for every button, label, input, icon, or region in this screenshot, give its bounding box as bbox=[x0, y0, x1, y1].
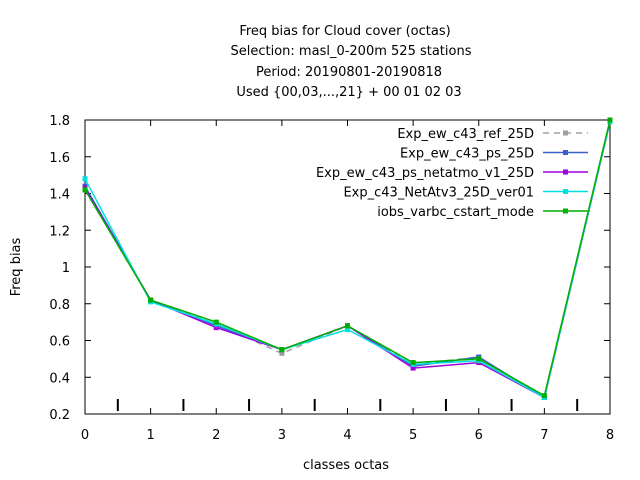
title-line-4: Used {00,03,...,21} + 00 01 02 03 bbox=[236, 85, 461, 100]
plot-frame bbox=[84, 119, 611, 415]
title-line-2: Selection: masl_0-200m 525 stations bbox=[231, 44, 472, 59]
legend-swatch-marker bbox=[563, 150, 568, 155]
y-tick-label: 0.4 bbox=[49, 371, 70, 386]
legend-item: iobs_varbc_cstart_mode bbox=[377, 205, 588, 220]
legend-label: iobs_varbc_cstart_mode bbox=[377, 205, 534, 220]
legend-item: Exp_ew_c43_ps_25D bbox=[400, 147, 588, 162]
y-tick-label: 0.2 bbox=[49, 408, 70, 423]
series-line bbox=[84, 121, 611, 399]
y-tick-label: 1.2 bbox=[49, 224, 70, 239]
data-point bbox=[410, 365, 416, 371]
y-tick-label: 1.8 bbox=[49, 114, 70, 129]
legend: Exp_ew_c43_ref_25D Exp_ew_c43_ps_25D Exp_e… bbox=[316, 127, 588, 220]
legend-label: Exp_ew_c43_ps_25D bbox=[400, 147, 534, 162]
series-line bbox=[84, 121, 611, 399]
legend-item: Exp_ew_c43_ref_25D bbox=[397, 127, 588, 142]
x-tick-label: 5 bbox=[409, 428, 417, 443]
x-tick-label: 4 bbox=[343, 428, 351, 443]
legend-label: Exp_ew_c43_ps_netatmo_v1_25D bbox=[316, 166, 534, 181]
legend-swatch-marker bbox=[563, 189, 568, 194]
series-5 bbox=[82, 117, 613, 399]
y-tick-label: 0.8 bbox=[49, 298, 70, 313]
data-point bbox=[148, 297, 154, 303]
x-tick-label: 7 bbox=[540, 428, 548, 443]
legend-label: Exp_c43_NetAtv3_25D_ver01 bbox=[343, 186, 534, 201]
data-point bbox=[476, 356, 482, 362]
data-point bbox=[345, 323, 350, 329]
data-point bbox=[213, 319, 219, 325]
data-point bbox=[279, 347, 285, 353]
data-point bbox=[607, 117, 613, 123]
legend-swatch-marker bbox=[563, 169, 568, 175]
legend-label: Exp_ew_c43_ref_25D bbox=[397, 127, 534, 142]
x-axis-label: classes octas bbox=[303, 458, 389, 473]
y-tick-label: 1.6 bbox=[49, 151, 70, 166]
y-tick-label: 0.6 bbox=[49, 335, 70, 350]
legend-swatch-marker bbox=[563, 208, 568, 214]
legend-item: Exp_c43_NetAtv3_25D_ver01 bbox=[343, 186, 588, 201]
legend-swatch-marker bbox=[563, 130, 568, 136]
y-tick-label: 1.4 bbox=[49, 188, 70, 203]
y-axis: 0.2 0.4 0.6 0.8 1 1.2 1.4 1.6 1.8 bbox=[49, 114, 610, 423]
y-tick-label: 1 bbox=[62, 261, 70, 276]
class-boundary-markers bbox=[116, 399, 579, 411]
x-tick-label: 8 bbox=[606, 428, 614, 443]
y-axis-label: Freq bias bbox=[9, 237, 24, 296]
data-point bbox=[82, 187, 88, 193]
chart-title: Freq bias for Cloud cover (octas) Select… bbox=[231, 24, 472, 100]
data-point bbox=[410, 360, 416, 366]
x-tick-label: 0 bbox=[81, 428, 89, 443]
x-axis: 0 1 2 3 4 5 6 7 8 bbox=[81, 120, 614, 443]
legend-item: Exp_ew_c43_ps_netatmo_v1_25D bbox=[316, 166, 588, 181]
data-point bbox=[82, 176, 88, 182]
x-tick-label: 6 bbox=[475, 428, 483, 443]
x-tick-label: 3 bbox=[278, 428, 286, 443]
series-line bbox=[84, 121, 611, 399]
data-point bbox=[541, 393, 547, 399]
title-line-1: Freq bias for Cloud cover (octas) bbox=[239, 24, 450, 39]
x-tick-label: 2 bbox=[212, 428, 220, 443]
x-tick-label: 1 bbox=[146, 428, 154, 443]
data-point bbox=[279, 350, 285, 356]
data-point bbox=[345, 326, 350, 332]
data-point bbox=[213, 325, 219, 331]
series-line bbox=[84, 121, 611, 399]
series-layer bbox=[82, 117, 613, 400]
title-line-3: Period: 20190801-20190818 bbox=[256, 65, 442, 80]
